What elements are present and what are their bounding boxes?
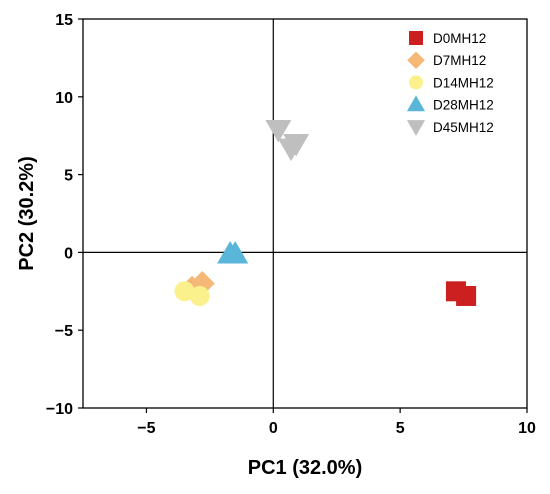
y-tick-label: 0 bbox=[64, 245, 73, 262]
legend: D0MH12 D7MH12 D14MH12 D28MH12 D45MH12 bbox=[406, 31, 494, 136]
series-d14mh12 bbox=[174, 281, 210, 306]
data-point bbox=[174, 281, 195, 302]
x-tick-label: −5 bbox=[137, 420, 155, 437]
series-d0mh12 bbox=[445, 281, 477, 306]
y-tick-label: 15 bbox=[55, 12, 73, 29]
legend-label: D14MH12 bbox=[433, 75, 494, 90]
series-d45mh12 bbox=[265, 119, 310, 162]
series-d28mh12 bbox=[217, 240, 249, 264]
legend-label: D28MH12 bbox=[433, 98, 494, 113]
legend-marker bbox=[409, 31, 423, 45]
x-tick-label: 0 bbox=[269, 420, 278, 437]
legend-label: D45MH12 bbox=[433, 120, 494, 135]
y-axis-title: PC2 (30.2%) bbox=[16, 156, 38, 271]
legend-label: D0MH12 bbox=[433, 31, 486, 46]
y-tick-label: −10 bbox=[46, 401, 73, 418]
y-tick-label: 5 bbox=[64, 168, 73, 185]
x-tick-label: 5 bbox=[396, 420, 405, 437]
legend-label: D7MH12 bbox=[433, 53, 486, 68]
legend-marker bbox=[409, 75, 423, 90]
data-point bbox=[278, 138, 305, 162]
data-point bbox=[189, 285, 210, 306]
y-tick-label: 10 bbox=[55, 90, 73, 107]
x-axis-title: PC1 (32.0%) bbox=[248, 457, 363, 479]
data-point bbox=[222, 240, 249, 264]
data-point bbox=[265, 119, 292, 143]
x-tick-label: 10 bbox=[518, 420, 536, 437]
plot-frame bbox=[82, 18, 528, 409]
legend-marker bbox=[407, 51, 425, 69]
legend-marker bbox=[406, 95, 426, 112]
legend-marker bbox=[406, 120, 426, 136]
data-point bbox=[456, 285, 477, 306]
y-tick-label: −5 bbox=[55, 323, 73, 340]
